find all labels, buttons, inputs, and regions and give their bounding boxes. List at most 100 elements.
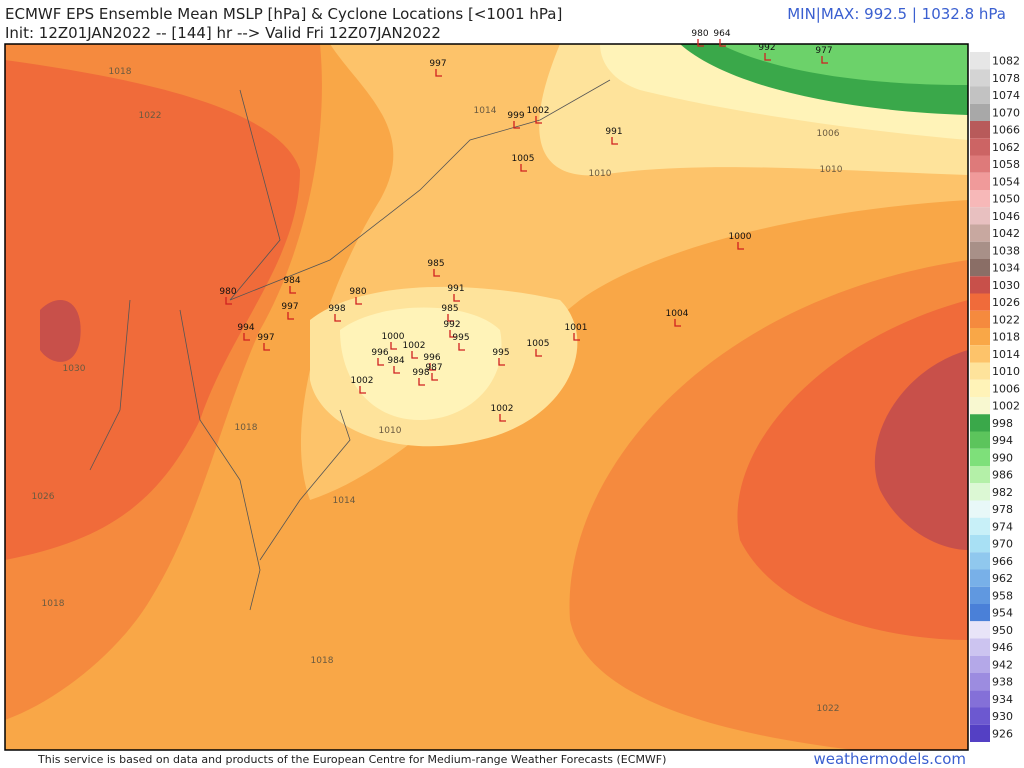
contour-label: 1022	[139, 111, 162, 121]
colorbar-cell	[970, 345, 990, 363]
cyclone-label: 991	[447, 284, 464, 294]
contour-label: 1018	[42, 599, 65, 609]
cyclone-label: 1005	[512, 154, 535, 164]
contour-label: 1018	[311, 656, 334, 666]
colorbar-cell	[970, 224, 990, 242]
colorbar-label: 926	[992, 727, 1013, 740]
colorbar-cell	[970, 86, 990, 104]
colorbar-cell	[970, 621, 990, 639]
cyclone-label: 985	[427, 259, 444, 269]
colorbar-cell	[970, 362, 990, 380]
colorbar-label: 934	[992, 693, 1013, 706]
colorbar-cell	[970, 190, 990, 208]
min-max: MIN|MAX: 992.5 | 1032.8 hPa	[787, 5, 1006, 23]
colorbar-label: 994	[992, 434, 1013, 447]
colorbar-label: 1062	[992, 141, 1020, 154]
cyclone-marker	[498, 358, 505, 366]
cyclone-label: 1005	[527, 339, 550, 349]
colorbar-cell	[970, 707, 990, 725]
colorbar-cell	[970, 155, 990, 173]
colorbar-cell	[970, 259, 990, 277]
colorbar-label: 1046	[992, 210, 1020, 223]
colorbar-label: 1006	[992, 382, 1020, 395]
cyclone-marker	[719, 39, 726, 47]
cyclone-marker	[520, 164, 527, 172]
cyclone-label: 995	[452, 333, 469, 343]
contour-label: 1014	[333, 496, 356, 506]
cyclone-marker	[431, 373, 438, 381]
cyclone-marker	[499, 414, 506, 422]
colorbar-label: 1018	[992, 331, 1020, 344]
cyclone-marker	[433, 269, 440, 277]
colorbar-cell	[970, 724, 990, 742]
colorbar-cell	[970, 431, 990, 449]
colorbar-label: 1070	[992, 106, 1020, 119]
colorbar-cell	[970, 569, 990, 587]
colorbar-label: 958	[992, 589, 1013, 602]
colorbar-cell	[970, 448, 990, 466]
colorbar-label: 1082	[992, 55, 1020, 68]
cyclone-marker	[393, 366, 400, 374]
cyclone-marker	[418, 378, 425, 386]
colorbar-label: 1078	[992, 72, 1020, 85]
footer-note: This service is based on data and produc…	[37, 753, 666, 766]
colorbar-label: 1022	[992, 313, 1020, 326]
colorbar-label: 962	[992, 572, 1013, 585]
cyclone-label: 998	[328, 304, 345, 314]
colorbar-label: 990	[992, 451, 1013, 464]
cyclone-label: 1004	[666, 309, 689, 319]
colorbar-label: 1042	[992, 227, 1020, 240]
field-1030	[40, 300, 81, 362]
cyclone-marker	[225, 297, 232, 305]
cyclone-marker	[411, 351, 418, 359]
colorbar-label: 982	[992, 486, 1013, 499]
cyclone-marker	[334, 314, 341, 322]
coastline	[89, 79, 611, 611]
colorbar-label: 1014	[992, 348, 1020, 361]
colorbar-cell	[970, 379, 990, 397]
contour-label: 1026	[32, 492, 55, 502]
colorbar-label: 1050	[992, 193, 1020, 206]
colorbar-cell	[970, 414, 990, 432]
cyclone-marker	[359, 386, 366, 394]
contour-label: 1014	[474, 106, 497, 116]
colorbar-label: 1026	[992, 296, 1020, 309]
colorbar-cell	[970, 328, 990, 346]
colorbar-label: 1054	[992, 175, 1020, 188]
cyclone-marker	[243, 333, 250, 341]
contour-label: 1010	[379, 426, 402, 436]
colorbar-cell	[970, 517, 990, 535]
site: weathermodels.com	[813, 750, 966, 768]
colorbar-label: 930	[992, 710, 1013, 723]
map	[5, 44, 968, 750]
colorbar-label: 998	[992, 417, 1013, 430]
colorbar-label: 970	[992, 538, 1013, 551]
cyclone-marker	[674, 319, 681, 327]
cyclone-label: 997	[281, 302, 298, 312]
colorbar-label: 950	[992, 624, 1013, 637]
colorbar-label: 966	[992, 555, 1013, 568]
colorbar-cell	[970, 655, 990, 673]
cyclone-marker	[513, 121, 520, 129]
cyclone-marker	[377, 358, 384, 366]
colorbar-label: 1034	[992, 262, 1020, 275]
colorbar-label: 938	[992, 676, 1013, 689]
cyclone-marker	[737, 242, 744, 250]
contour-label: 1010	[589, 169, 612, 179]
cyclone-label: 984	[387, 356, 404, 366]
cyclone-marker	[429, 363, 436, 371]
colorbar-label: 946	[992, 641, 1013, 654]
cyclone-label: 984	[283, 276, 300, 286]
colorbar-cell	[970, 207, 990, 225]
cyclone-marker	[611, 137, 618, 145]
cyclone-label: 985	[441, 304, 458, 314]
cyclone-label: 996	[371, 348, 388, 358]
colorbar-cell	[970, 466, 990, 484]
cyclone-label: 980	[349, 287, 366, 297]
contour-label: 1022	[817, 704, 840, 714]
subtitle: Init: 12Z01JAN2022 -- [144] hr --> Valid…	[5, 24, 441, 42]
cyclone-label: 987	[425, 363, 442, 373]
colorbar-cell	[970, 69, 990, 87]
cyclone-label: 997	[429, 59, 446, 69]
